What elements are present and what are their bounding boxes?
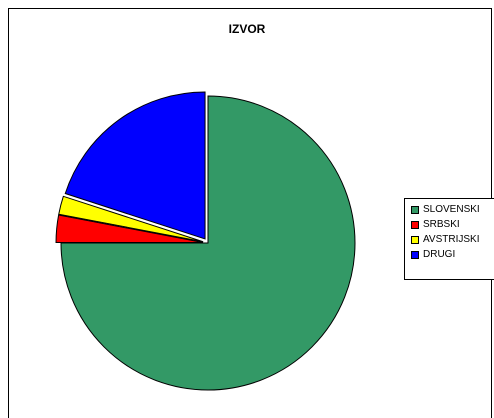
legend-label-avstrijski: AVSTRIJSKI <box>423 233 480 245</box>
legend-item-slovenski: SLOVENSKI <box>405 202 494 217</box>
chart-title: IZVOR <box>228 22 266 36</box>
pie-slice-drugi <box>64 91 206 240</box>
legend-item-srbski: SRBSKI <box>405 217 494 232</box>
legend-label-drugi: DRUGI <box>423 248 456 260</box>
legend-label-slovenski: SLOVENSKI <box>423 203 480 215</box>
legend-item-drugi: DRUGI <box>405 247 494 262</box>
pie-slice-avstrijski <box>58 195 204 243</box>
pie-slice-slovenski <box>60 95 356 391</box>
legend-swatch-avstrijski <box>411 235 419 244</box>
legend: SLOVENSKI SRBSKI AVSTRIJSKI DRUGI <box>404 198 494 280</box>
legend-label-srbski: SRBSKI <box>423 218 460 230</box>
pie-slice-srbski <box>55 214 204 244</box>
legend-item-avstrijski: AVSTRIJSKI <box>405 232 494 247</box>
legend-swatch-drugi <box>411 250 419 259</box>
legend-swatch-srbski <box>411 220 419 229</box>
legend-swatch-slovenski <box>411 205 419 214</box>
